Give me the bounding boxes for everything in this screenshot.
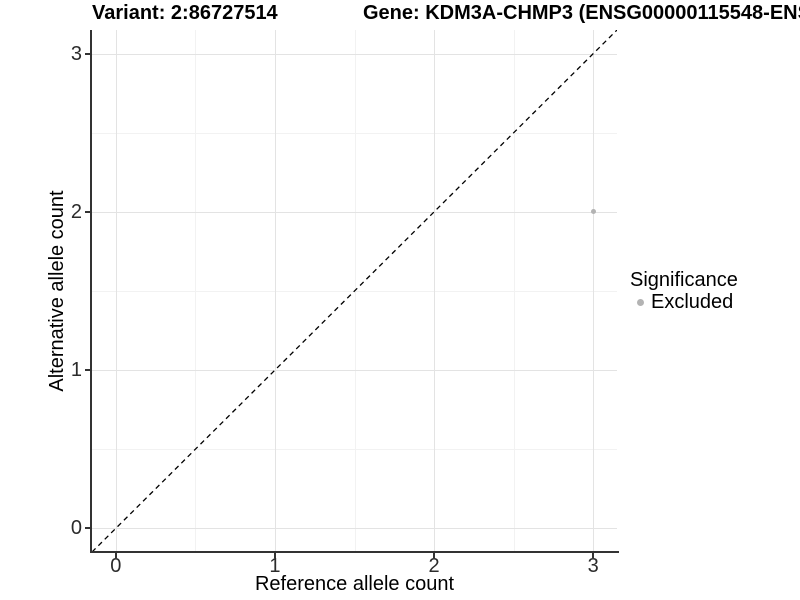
- y-major-gridline: [92, 211, 617, 213]
- variant-title: Variant: 2:86727514: [92, 2, 278, 24]
- y-axis-tick: [85, 369, 90, 372]
- identity-reference-line: [92, 30, 617, 552]
- legend-key-dot-icon: [637, 298, 644, 306]
- legend-title: Significance: [630, 269, 738, 291]
- data-point: [590, 209, 596, 215]
- gene-title: Gene: KDM3A-CHMP3 (ENSG00000115548-ENS: [363, 2, 800, 24]
- x-axis-line: [90, 551, 619, 553]
- x-axis-tick: [592, 553, 595, 558]
- x-tick-label: 2: [428, 555, 440, 577]
- x-major-gridline: [115, 30, 117, 552]
- legend-entry-excluded: Excluded: [630, 291, 738, 313]
- legend: Significance Excluded: [630, 269, 738, 313]
- y-axis-tick: [85, 52, 90, 55]
- x-major-gridline: [593, 30, 595, 552]
- x-tick-label: 0: [110, 555, 122, 577]
- y-tick-label: 3: [70, 42, 82, 65]
- y-tick-label: 2: [70, 200, 82, 223]
- x-axis-tick: [114, 553, 117, 558]
- x-major-gridline: [434, 30, 436, 552]
- x-axis-tick: [273, 553, 276, 558]
- x-major-gridline: [274, 30, 276, 552]
- y-major-gridline: [92, 370, 617, 372]
- y-minor-gridline: [92, 449, 617, 451]
- y-tick-label: 0: [70, 517, 82, 540]
- plot-panel: [92, 30, 617, 552]
- y-minor-gridline: [92, 132, 617, 134]
- y-axis-tick: [85, 527, 90, 530]
- x-axis-tick: [433, 553, 436, 558]
- y-major-gridline: [92, 528, 617, 530]
- y-axis-line: [90, 30, 92, 553]
- legend-entry-label: Excluded: [651, 290, 734, 313]
- y-axis-tick: [85, 210, 90, 213]
- x-axis-title: Reference allele count: [254, 573, 454, 595]
- y-tick-label: 1: [70, 359, 82, 382]
- y-major-gridline: [92, 53, 617, 55]
- x-tick-label: 3: [587, 555, 599, 577]
- x-tick-label: 1: [269, 555, 281, 577]
